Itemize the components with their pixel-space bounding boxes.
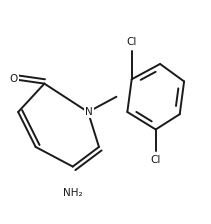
Text: Cl: Cl [150,155,161,165]
Text: NH₂: NH₂ [63,188,83,198]
Text: Cl: Cl [127,37,137,47]
Text: N: N [85,107,93,117]
Text: O: O [10,74,18,84]
